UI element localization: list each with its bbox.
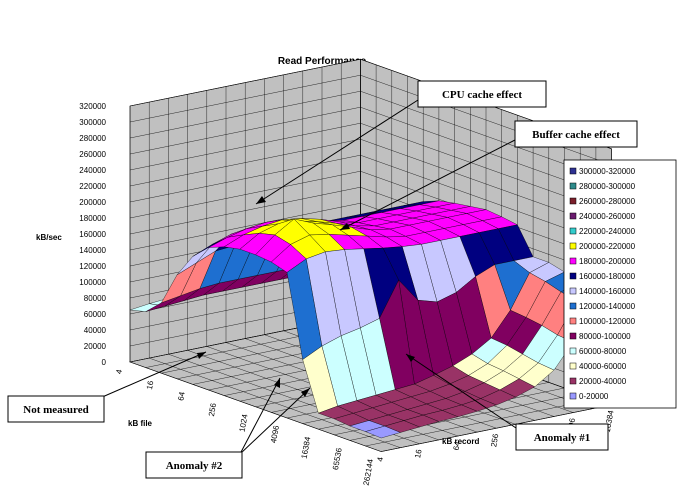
file-tick-label: 4096 bbox=[269, 424, 281, 444]
callout-anomaly-1-label: Anomaly #1 bbox=[534, 432, 591, 444]
legend-label: 60000-80000 bbox=[579, 347, 627, 356]
legend-swatch bbox=[569, 272, 577, 280]
legend-swatch bbox=[569, 182, 577, 190]
legend-label: 40000-60000 bbox=[579, 362, 627, 371]
legend-label: 100000-120000 bbox=[579, 317, 636, 326]
legend-label: 120000-140000 bbox=[579, 302, 636, 311]
legend-swatch bbox=[569, 167, 577, 175]
z-tick-label: 60000 bbox=[84, 310, 107, 319]
legend-swatch bbox=[569, 392, 577, 400]
file-tick-label: 64 bbox=[176, 391, 187, 402]
z-tick-label: 140000 bbox=[79, 246, 106, 255]
file-tick-label: 4 bbox=[114, 368, 124, 374]
legend-label: 0-20000 bbox=[579, 392, 609, 401]
chart-title: Read Performance bbox=[278, 56, 367, 67]
legend-label: 220000-240000 bbox=[579, 227, 636, 236]
legend-swatch bbox=[569, 287, 577, 295]
floor-gridline bbox=[129, 361, 382, 452]
legend-swatch bbox=[569, 242, 577, 250]
z-tick-label: 20000 bbox=[84, 342, 107, 351]
callout-not-measured-label: Not measured bbox=[23, 404, 88, 416]
callout-buffer-cache-label: Buffer cache effect bbox=[532, 129, 620, 141]
legend-label: 180000-200000 bbox=[579, 257, 636, 266]
surface-plot bbox=[129, 200, 612, 439]
legend-swatch bbox=[569, 347, 577, 355]
file-tick-label: 16 bbox=[145, 379, 156, 390]
z-tick-label: 160000 bbox=[79, 230, 106, 239]
legend-label: 80000-100000 bbox=[579, 332, 631, 341]
legend: 300000-320000 280000-300000 260000-280000 2… bbox=[569, 167, 636, 401]
z-tick-label: 80000 bbox=[84, 294, 107, 303]
file-tick-label: 1024 bbox=[238, 413, 250, 433]
callout-anomaly-2: Anomaly #2 bbox=[145, 377, 311, 479]
record-tick-label: 64 bbox=[452, 440, 463, 451]
callout-cpu-cache: CPU cache effect bbox=[255, 80, 547, 205]
z-tick-label: 100000 bbox=[79, 278, 106, 287]
legend-swatch bbox=[569, 302, 577, 310]
legend-box bbox=[563, 159, 677, 409]
z-tick-label: 120000 bbox=[79, 262, 106, 271]
callout-cpu-cache-label: CPU cache effect bbox=[442, 89, 522, 101]
legend-label: 160000-180000 bbox=[579, 272, 636, 281]
legend-label: 200000-220000 bbox=[579, 242, 636, 251]
legend-swatch bbox=[569, 212, 577, 220]
legend-label: 260000-280000 bbox=[579, 197, 636, 206]
legend-label: 20000-40000 bbox=[579, 377, 627, 386]
file-tick-label: 256 bbox=[207, 402, 218, 417]
legend-label: 280000-300000 bbox=[579, 182, 636, 191]
record-tick-label: 256 bbox=[489, 432, 500, 447]
callout-anomaly-1: Anomaly #1 bbox=[405, 353, 609, 451]
legend-swatch bbox=[569, 332, 577, 340]
surface-cell bbox=[364, 425, 401, 439]
legend-swatch bbox=[569, 317, 577, 325]
file-tick-label: 16384 bbox=[300, 435, 313, 459]
z-tick-label: 40000 bbox=[84, 326, 107, 335]
callout-not-measured: Not measured bbox=[7, 351, 207, 423]
file-tick-label: 262144 bbox=[362, 458, 376, 486]
record-axis-title: kB record bbox=[442, 437, 479, 446]
z-tick-label: 260000 bbox=[79, 150, 106, 159]
z-tick-label: 300000 bbox=[79, 118, 106, 127]
callout-buffer-cache: Buffer cache effect bbox=[339, 120, 638, 231]
callout-anomaly-2-label: Anomaly #2 bbox=[166, 460, 223, 472]
z-axis-ticks: 0 20000 40000 60000 80000 100000 120000 140000 1… bbox=[79, 102, 106, 367]
z-axis-title: kB/sec bbox=[36, 233, 62, 242]
z-tick-label: 220000 bbox=[79, 182, 106, 191]
z-tick-label: 200000 bbox=[79, 198, 106, 207]
legend-swatch bbox=[569, 362, 577, 370]
legend-swatch bbox=[569, 197, 577, 205]
legend-swatch bbox=[569, 227, 577, 235]
z-tick-label: 320000 bbox=[79, 102, 106, 111]
legend-label: 300000-320000 bbox=[579, 167, 636, 176]
z-tick-label: 240000 bbox=[79, 166, 106, 175]
record-tick-label: 16 bbox=[413, 448, 424, 459]
record-tick-label: 4 bbox=[376, 456, 386, 462]
legend-label: 140000-160000 bbox=[579, 287, 636, 296]
file-tick-label: 65536 bbox=[331, 447, 344, 471]
file-axis-title: kB file bbox=[128, 419, 153, 428]
legend-swatch bbox=[569, 257, 577, 265]
z-tick-label: 180000 bbox=[79, 214, 106, 223]
legend-label: 240000-260000 bbox=[579, 212, 636, 221]
z-tick-label: 280000 bbox=[79, 134, 106, 143]
z-tick-label: 0 bbox=[102, 358, 107, 367]
floor-gridline bbox=[149, 357, 401, 448]
legend-swatch bbox=[569, 377, 577, 385]
